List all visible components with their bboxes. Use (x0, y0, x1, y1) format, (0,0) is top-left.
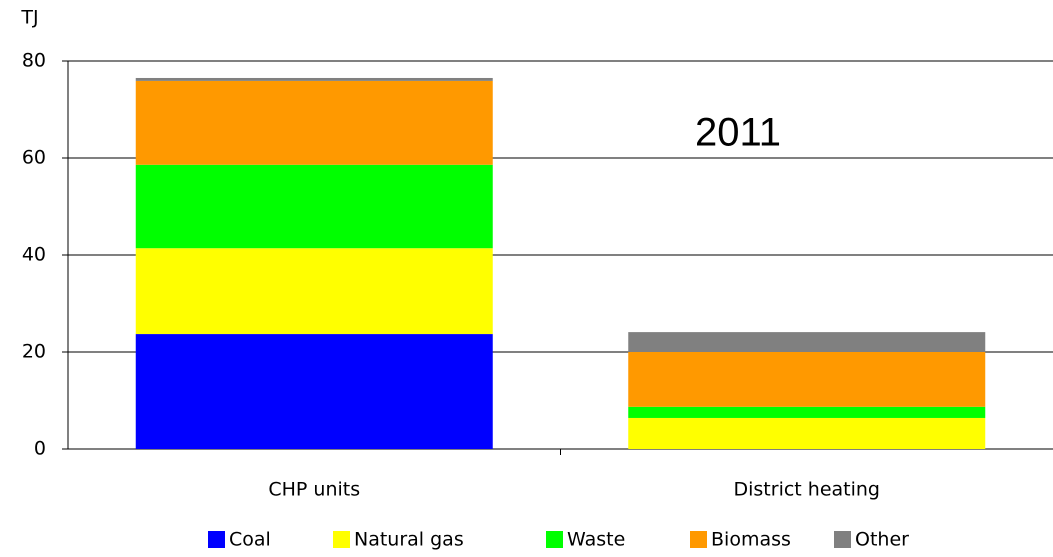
bar-segment (628, 417, 986, 449)
legend-label: Coal (229, 529, 271, 551)
legend-label: Biomass (711, 529, 791, 551)
y-tick-label: 60 (22, 147, 46, 169)
legend-swatch (208, 531, 225, 548)
bar-segment (135, 334, 493, 449)
bar-segment (628, 406, 986, 418)
y-tick-label: 0 (34, 438, 46, 460)
legend-swatch (333, 531, 350, 548)
legend-label: Other (855, 529, 909, 551)
y-tick-label: 20 (22, 341, 46, 363)
annotation: 2011 (695, 111, 781, 155)
x-tick-label: CHP units (268, 479, 360, 501)
bar-segment (628, 332, 986, 352)
legend-label: Waste (567, 529, 625, 551)
bar-segment (135, 248, 493, 335)
legend-swatch (690, 531, 707, 548)
bar-segment (135, 77, 493, 81)
bar-segment (135, 80, 493, 165)
x-tick-label: District heating (734, 479, 881, 501)
bar-segment (628, 352, 986, 407)
y-tick-label: 80 (22, 50, 46, 72)
legend-swatch (834, 531, 851, 548)
bar-segment (135, 164, 493, 249)
legend-label: Natural gas (354, 529, 464, 551)
y-tick-label: 40 (22, 244, 46, 266)
legend-swatch (546, 531, 563, 548)
y-axis-label: TJ (20, 7, 38, 29)
